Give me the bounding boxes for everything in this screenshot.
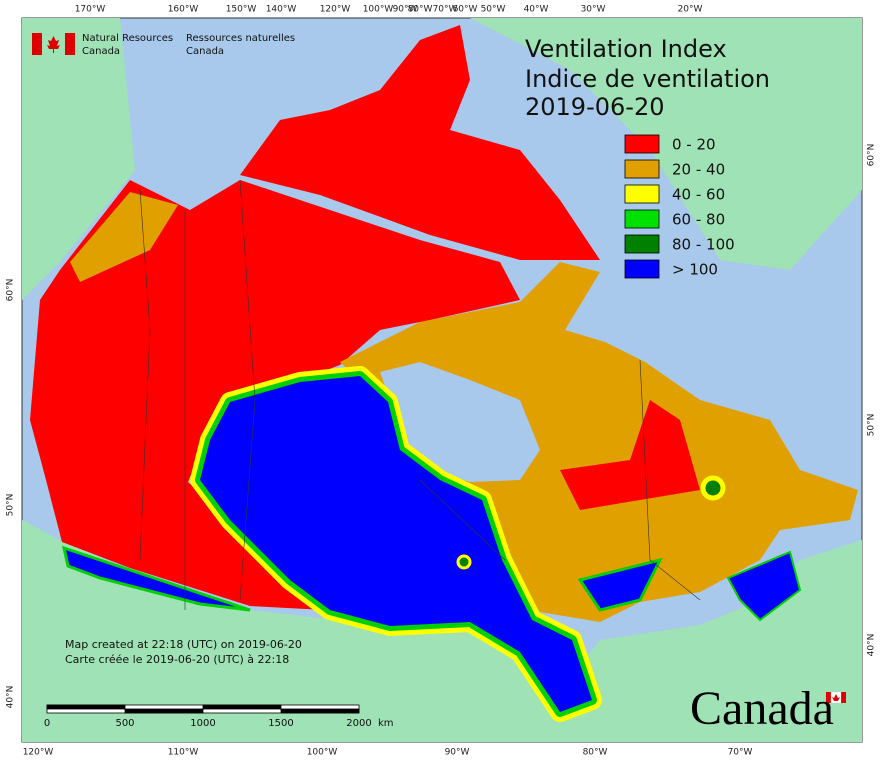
scale-label: 0	[44, 718, 50, 729]
graticule-label: 140°W	[266, 5, 297, 15]
legend-label: 40 - 60	[672, 186, 725, 204]
graticule-label: 50°N	[867, 414, 877, 437]
map-note: Map created at 22:18 (UTC) on 2019-06-20	[65, 638, 302, 651]
scale-label: 500	[115, 718, 134, 729]
graticule-label: 100°W	[363, 5, 394, 15]
graticule-label: 80°W	[583, 748, 608, 758]
wordmark: Canada	[690, 682, 834, 735]
wordmark-flag	[826, 691, 846, 704]
agency-name: Ressources naturelles	[186, 33, 295, 44]
legend-label: 20 - 40	[672, 161, 725, 179]
graticule-label: 110°W	[168, 748, 199, 758]
index-areas	[30, 25, 858, 722]
legend-swatch	[624, 209, 660, 229]
province-borders	[139, 179, 701, 610]
graticule-label: 120°W	[23, 748, 54, 758]
graticule-label: 160°W	[168, 5, 199, 15]
graticule-label: 40°N	[6, 686, 16, 709]
agency-name: Canada	[186, 46, 224, 57]
graticule-label: 70°W	[728, 748, 753, 758]
legend-swatch	[624, 134, 660, 154]
agency-logo	[32, 33, 75, 55]
graticule-label: 90°W	[445, 748, 470, 758]
texts: Natural Resources Canada Ressources nature…	[6, 5, 877, 758]
title-line: 2019-06-20	[525, 93, 664, 121]
legend-swatch	[624, 234, 660, 254]
graticule-label: 30°W	[581, 5, 606, 15]
graticule-label: 90°W	[393, 5, 418, 15]
graticule-label: 50°W	[481, 5, 506, 15]
legend-label: 60 - 80	[672, 211, 725, 229]
map-note: Carte créée le 2019-06-20 (UTC) à 22:18	[65, 653, 289, 666]
graticule-label: 60°N	[867, 144, 877, 167]
graticule-label: 70°W	[433, 5, 458, 15]
scale-label: 1000	[190, 718, 215, 729]
agency-name: Canada	[82, 46, 120, 57]
graticule-label: 80°W	[408, 5, 433, 15]
graticule-label: 170°W	[75, 5, 106, 15]
graticule-label: 100°W	[307, 748, 338, 758]
graticule-label: 50°N	[6, 494, 16, 517]
legend-swatch	[624, 159, 660, 179]
legend: 0 - 20 20 - 40 40 - 60 60 - 80 80 - 100 > 100	[624, 134, 735, 279]
legend-swatch	[624, 259, 660, 279]
agency-name: Natural Resources	[82, 33, 173, 44]
legend-swatch	[624, 184, 660, 204]
scale-label: 2000	[346, 718, 371, 729]
graticule-label: 20°W	[678, 5, 703, 15]
graticule-label: 40°N	[867, 634, 877, 657]
title-line: Indice de ventilation	[525, 65, 770, 93]
scale-unit: km	[378, 718, 394, 729]
scale-bar	[46, 704, 360, 714]
legend-label: 0 - 20	[672, 136, 716, 154]
graticule-label: 150°W	[226, 5, 257, 15]
scale-label: 1500	[268, 718, 293, 729]
graticule-label: 120°W	[320, 5, 351, 15]
legend-label: 80 - 100	[672, 236, 735, 254]
graticule-label: 40°W	[524, 5, 549, 15]
graticule-label: 60°W	[453, 5, 478, 15]
graticule-label: 60°N	[6, 279, 16, 302]
title-line: Ventilation Index	[525, 35, 727, 63]
legend-label: > 100	[672, 261, 718, 279]
